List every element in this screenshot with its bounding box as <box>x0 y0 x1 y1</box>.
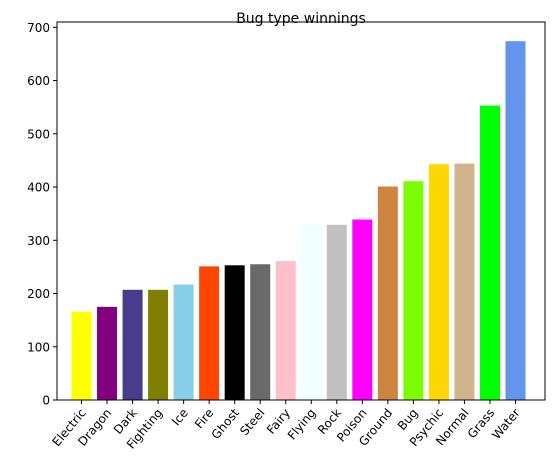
bar-water <box>505 41 526 401</box>
x-tick-label-water: Water <box>489 406 523 442</box>
bar-electric <box>71 311 92 400</box>
x-tick-label-steel: Steel <box>237 406 267 438</box>
chart-title: Bug type winnings <box>236 11 366 27</box>
y-tick-label-500: 500 <box>27 127 50 141</box>
bar-rock <box>326 224 347 400</box>
y-tick-label-0: 0 <box>42 394 50 408</box>
y-tick-label-400: 400 <box>27 181 50 195</box>
bar-ghost <box>224 265 245 400</box>
bar-dark <box>122 289 143 400</box>
bar-fighting <box>148 289 169 400</box>
y-axis: 0 100 200 300 400 500 600 700 <box>27 21 57 408</box>
bar-fairy <box>275 261 296 400</box>
bar-ice <box>173 284 194 400</box>
bar-psychic <box>428 164 449 400</box>
bar-grass <box>479 105 500 400</box>
y-tick-label-300: 300 <box>27 234 50 248</box>
y-tick-label-700: 700 <box>27 21 50 35</box>
y-tick-label-200: 200 <box>27 287 50 301</box>
y-tick-label-600: 600 <box>27 74 50 88</box>
x-tick-label-flying: Flying <box>285 406 319 443</box>
plot-frame <box>56 21 546 401</box>
bars-group <box>71 41 526 401</box>
bar-fire <box>199 266 220 400</box>
bar-flying <box>301 224 322 400</box>
y-tick-label-100: 100 <box>27 340 50 354</box>
bar-poison <box>352 219 373 400</box>
bar-bug <box>403 181 424 400</box>
bar-dragon <box>97 306 118 400</box>
x-tick-label-ice: Ice <box>169 406 191 428</box>
bar-steel <box>250 264 271 400</box>
x-tick-label-ghost: Ghost <box>209 406 243 442</box>
bar-ground <box>377 186 398 400</box>
bar-normal <box>454 163 475 400</box>
